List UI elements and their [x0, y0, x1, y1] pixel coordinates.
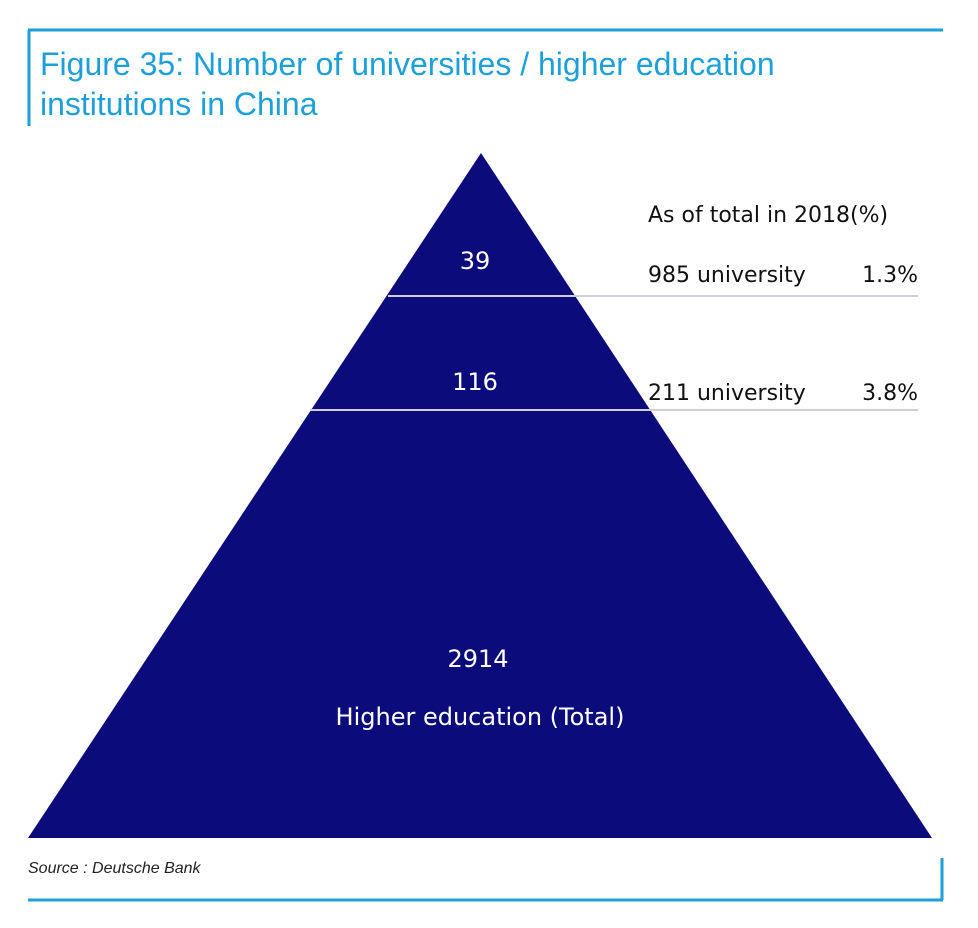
share-name: 211 university [648, 381, 806, 406]
tier-label: Higher education (Total) [336, 703, 625, 731]
tier-value: 2914 [447, 645, 508, 673]
tier-value: 116 [452, 368, 498, 396]
pyramid [28, 153, 932, 838]
tier-value: 39 [460, 247, 491, 275]
share-value: 3.8% [862, 381, 918, 406]
source: Source : Deutsche Bank [28, 860, 201, 877]
legend-title: As of total in 2018(%) [648, 203, 888, 228]
share-value: 1.3% [862, 263, 918, 288]
share-name: 985 university [648, 263, 806, 288]
title: Figure 35: Number of universities / high… [40, 46, 775, 122]
